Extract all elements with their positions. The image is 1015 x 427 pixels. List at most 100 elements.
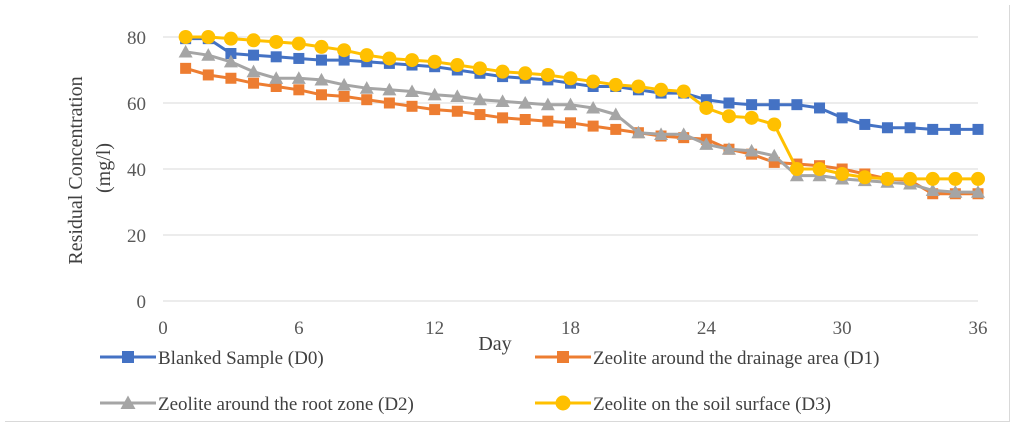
data-point-square bbox=[270, 51, 282, 63]
data-point-triangle bbox=[495, 94, 510, 107]
y-tick-label: 60 bbox=[127, 94, 146, 115]
data-point-triangle bbox=[721, 142, 736, 155]
data-point-square bbox=[122, 351, 134, 363]
data-point-circle bbox=[948, 171, 963, 186]
data-point-square bbox=[768, 99, 780, 111]
series-group bbox=[178, 30, 985, 200]
data-point-circle bbox=[540, 67, 555, 82]
data-point-circle bbox=[472, 61, 487, 76]
y-axis-title-line-1: Residual Concentration bbox=[65, 76, 87, 264]
data-point-square bbox=[315, 89, 327, 101]
x-tick-label: 18 bbox=[561, 318, 580, 339]
data-point-circle bbox=[812, 162, 827, 176]
data-point-square bbox=[768, 156, 780, 168]
data-point-square bbox=[429, 104, 441, 116]
legend-label: Blanked Sample (D0) bbox=[158, 348, 324, 369]
data-point-square bbox=[587, 120, 599, 132]
data-point-circle bbox=[835, 166, 850, 181]
data-point-square bbox=[557, 351, 569, 363]
data-point-circle bbox=[880, 171, 895, 186]
data-point-square bbox=[881, 122, 893, 134]
data-point-circle bbox=[269, 34, 284, 49]
data-point-square bbox=[202, 69, 214, 81]
data-point-circle bbox=[789, 162, 804, 176]
data-point-square bbox=[361, 94, 373, 106]
data-point-triangle bbox=[314, 72, 329, 86]
data-point-triangle bbox=[971, 185, 985, 198]
y-tick-labels: 0 20 40 60 80 bbox=[127, 28, 146, 313]
data-point-square bbox=[904, 122, 916, 134]
data-point-circle bbox=[495, 64, 510, 79]
data-point-square bbox=[293, 52, 305, 64]
data-point-triangle bbox=[337, 77, 352, 91]
data-point-square bbox=[248, 77, 260, 89]
data-point-triangle bbox=[120, 395, 136, 409]
data-point-triangle bbox=[359, 81, 374, 94]
data-point-triangle bbox=[450, 89, 465, 102]
gridlines bbox=[163, 36, 978, 236]
data-point-square bbox=[723, 97, 735, 109]
data-point-triangle bbox=[291, 71, 306, 84]
series-line bbox=[185, 37, 978, 131]
data-point-circle bbox=[450, 58, 465, 73]
data-point-circle bbox=[676, 84, 691, 99]
data-point-circle bbox=[223, 31, 238, 46]
data-point-circle bbox=[314, 39, 329, 54]
data-point-triangle bbox=[269, 71, 284, 84]
data-point-triangle bbox=[518, 96, 533, 109]
data-point-circle bbox=[518, 66, 533, 81]
data-point-triangle bbox=[744, 143, 759, 157]
data-point-circle bbox=[857, 170, 872, 185]
data-point-triangle bbox=[676, 127, 691, 140]
data-point-triangle bbox=[699, 137, 714, 150]
x-tick-label: 24 bbox=[697, 318, 717, 339]
data-point-circle bbox=[721, 109, 736, 124]
data-point-circle bbox=[246, 33, 261, 48]
data-point-circle bbox=[178, 30, 193, 44]
data-point-square bbox=[474, 109, 486, 121]
data-point-circle bbox=[744, 110, 759, 125]
legend-item: Blanked Sample (D0) bbox=[100, 348, 324, 369]
data-point-triangle bbox=[427, 87, 442, 101]
data-point-triangle bbox=[178, 44, 193, 58]
legend-item: Zeolite around the root zone (D2) bbox=[100, 394, 414, 415]
data-point-square bbox=[225, 72, 237, 84]
data-point-square bbox=[791, 99, 803, 111]
data-point-circle bbox=[359, 48, 374, 63]
data-point-triangle bbox=[586, 100, 601, 114]
y-tick-label: 40 bbox=[127, 160, 146, 181]
data-point-circle bbox=[699, 100, 714, 115]
data-point-triangle bbox=[405, 84, 420, 98]
legend: Blanked Sample (D0) Zeolite around the dr… bbox=[100, 348, 879, 415]
data-point-circle bbox=[555, 395, 571, 411]
data-point-circle bbox=[405, 53, 420, 68]
data-point-circle bbox=[971, 171, 985, 186]
data-point-square bbox=[859, 118, 871, 130]
data-point-triangle bbox=[382, 82, 397, 96]
data-point-circle bbox=[291, 36, 306, 51]
data-point-square bbox=[406, 100, 418, 112]
x-tick-label: 0 bbox=[158, 318, 168, 339]
data-point-triangle bbox=[563, 97, 578, 111]
data-point-square bbox=[814, 102, 826, 114]
data-point-circle bbox=[427, 54, 442, 69]
legend-label: Zeolite on the soil surface (D3) bbox=[593, 394, 831, 415]
data-point-square bbox=[315, 54, 327, 66]
data-point-square bbox=[610, 123, 622, 135]
data-point-square bbox=[338, 54, 350, 66]
data-point-triangle bbox=[472, 92, 487, 106]
data-point-circle bbox=[586, 74, 601, 89]
data-point-triangle bbox=[223, 54, 238, 68]
data-point-square bbox=[542, 115, 554, 127]
data-point-circle bbox=[767, 117, 782, 132]
data-point-circle bbox=[201, 30, 216, 44]
data-point-square bbox=[338, 90, 350, 102]
x-tick-labels: 0 6 12 18 24 30 36 bbox=[158, 318, 987, 339]
data-point-circle bbox=[631, 79, 646, 94]
data-point-square bbox=[248, 49, 260, 61]
data-point-square bbox=[927, 123, 939, 135]
data-point-triangle bbox=[631, 125, 646, 139]
data-point-square bbox=[519, 114, 531, 125]
data-point-square bbox=[293, 84, 305, 96]
